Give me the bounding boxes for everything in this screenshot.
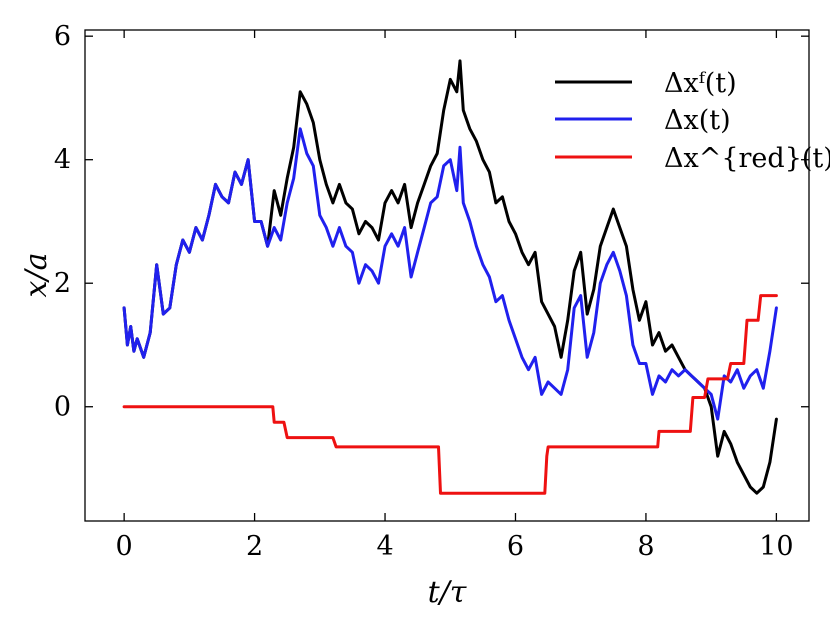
legend: Δxᶠ(t) Δx(t) Δx^{red}(t): [555, 68, 830, 174]
y-tick-label: 4: [54, 145, 71, 176]
x-axis-title: t/τ: [428, 575, 467, 610]
x-tick-label: 4: [376, 531, 393, 562]
plot-area-frame: [84, 29, 810, 522]
y-tick-label: 2: [54, 268, 71, 299]
y-tick-label: 6: [54, 21, 71, 52]
x-tick-label: 0: [116, 531, 133, 562]
series-line-2: [122, 127, 778, 421]
x-tick-label: 6: [507, 531, 524, 562]
legend-label-series-1: Δxᶠ(t): [664, 68, 737, 99]
legend-label-series-3: Δx^{red}(t): [664, 143, 830, 174]
x-tick-label: 8: [637, 531, 654, 562]
series-line-3: [122, 294, 778, 495]
series-layer: [122, 59, 778, 495]
ticks-layer: 0 2 4 6 8 10 0 2 4 6: [54, 21, 809, 562]
legend-label-series-2: Δx(t): [664, 105, 731, 136]
y-tick-label: 0: [54, 392, 71, 423]
y-axis-title: x/a: [19, 253, 54, 298]
x-tick-label: 2: [246, 531, 263, 562]
x-tick-label: 10: [759, 531, 793, 562]
